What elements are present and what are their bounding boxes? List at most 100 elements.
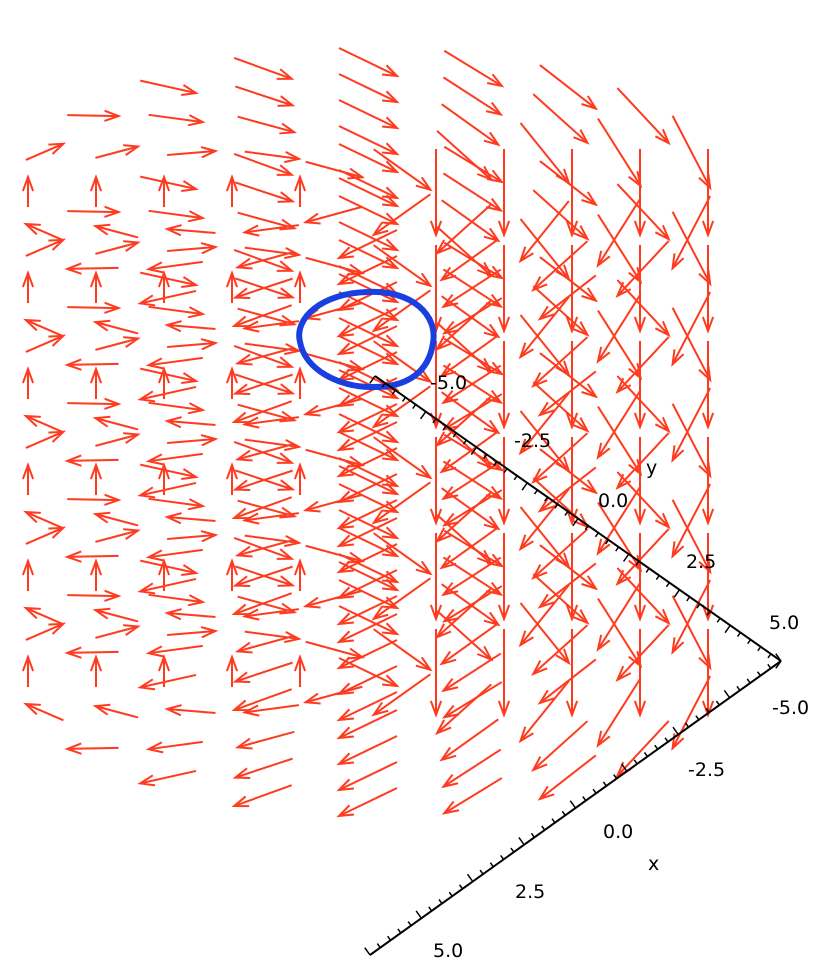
axis-tick [695,715,700,721]
field-arrow [441,295,501,339]
field-arrow [232,661,293,684]
field-arrow [338,47,400,78]
axis-tick [391,389,396,395]
field-arrow [518,584,570,648]
field-arrow [338,273,400,304]
axis-tick [633,759,638,765]
field-arrow [167,338,219,351]
field-arrow [373,436,433,480]
axis-tick [407,921,412,927]
field-arrow [137,769,197,787]
field-arrow [338,387,400,418]
field-arrow [633,437,647,526]
axis-tick [513,475,518,481]
field-arrow [338,221,400,252]
field-arrow [338,553,400,584]
field-arrow [225,174,239,207]
field-arrow [64,262,119,275]
axis-tick [686,596,691,602]
field-arrow [616,375,671,434]
field-arrow [137,481,197,499]
field-arrow [701,341,715,430]
field-arrow [233,248,295,272]
axis-tick [736,685,741,691]
field-arrow [373,532,433,576]
x-tick-label: 5.0 [433,940,463,962]
axis-tick [364,947,371,956]
axis-tick [530,832,536,838]
field-arrow [532,285,590,337]
field-arrow [338,483,400,514]
axis-tick [438,899,443,904]
field-arrow [373,628,433,672]
field-arrow [597,117,643,189]
field-arrow [596,197,642,268]
axis-tick [672,726,679,735]
field-arrow [225,558,239,591]
axis-tick [518,836,525,846]
field-arrow [616,87,671,146]
field-arrow [441,583,501,627]
field-arrow [441,103,501,147]
field-arrow [371,481,431,525]
field-arrow [336,761,398,792]
field-arrow [64,454,119,467]
field-arrow [539,448,599,495]
field-arrow [443,49,505,88]
field-arrow [443,145,505,184]
field-arrow [241,704,300,717]
field-arrow [597,309,643,381]
field-arrow [701,629,715,718]
axis-tick [775,653,782,662]
field-arrow [615,240,670,299]
field-arrow [234,565,296,587]
field-arrow [518,200,570,264]
field-arrow [565,533,579,622]
field-arrow [518,296,570,360]
field-arrow [336,325,398,356]
field-arrow [167,434,219,447]
field-arrow [596,485,642,556]
field-arrow [633,533,647,622]
axis-tick [442,425,447,431]
y-tick-label: 0.0 [598,490,628,512]
x-tick-label: 0.0 [603,821,633,843]
axis-tick [746,678,751,684]
axis-tick [500,854,505,860]
field-arrow [89,366,103,399]
field-arrow [23,510,64,530]
axis-tick [613,774,618,780]
field-arrow [443,241,505,280]
axis-tick [503,468,508,474]
field-arrow [519,122,571,186]
field-arrow [633,149,647,238]
axis-tick [622,553,630,562]
field-arrow [671,211,712,287]
field-arrow [233,440,295,464]
field-arrow [531,528,589,580]
field-arrow [157,654,171,687]
field-arrow [148,401,206,415]
field-arrow [92,607,139,623]
field-arrow [137,673,197,691]
field-arrow [231,784,293,808]
field-arrow [234,277,296,299]
axis-tick [615,546,620,552]
field-arrow [338,73,400,104]
field-arrow [338,561,400,592]
axis-tick [533,489,539,495]
field-arrow [164,512,216,525]
field-arrow [244,438,302,452]
field-arrow [371,673,431,717]
field-arrow [92,223,139,239]
field-arrow [234,442,295,462]
field-arrow [338,169,400,200]
field-arrow [237,115,298,135]
field-arrow [293,654,307,687]
field-arrow [671,499,712,575]
axis-tick [387,935,392,941]
field-arrow [244,534,302,548]
field-arrow [234,634,295,654]
axis-tick [673,589,681,598]
